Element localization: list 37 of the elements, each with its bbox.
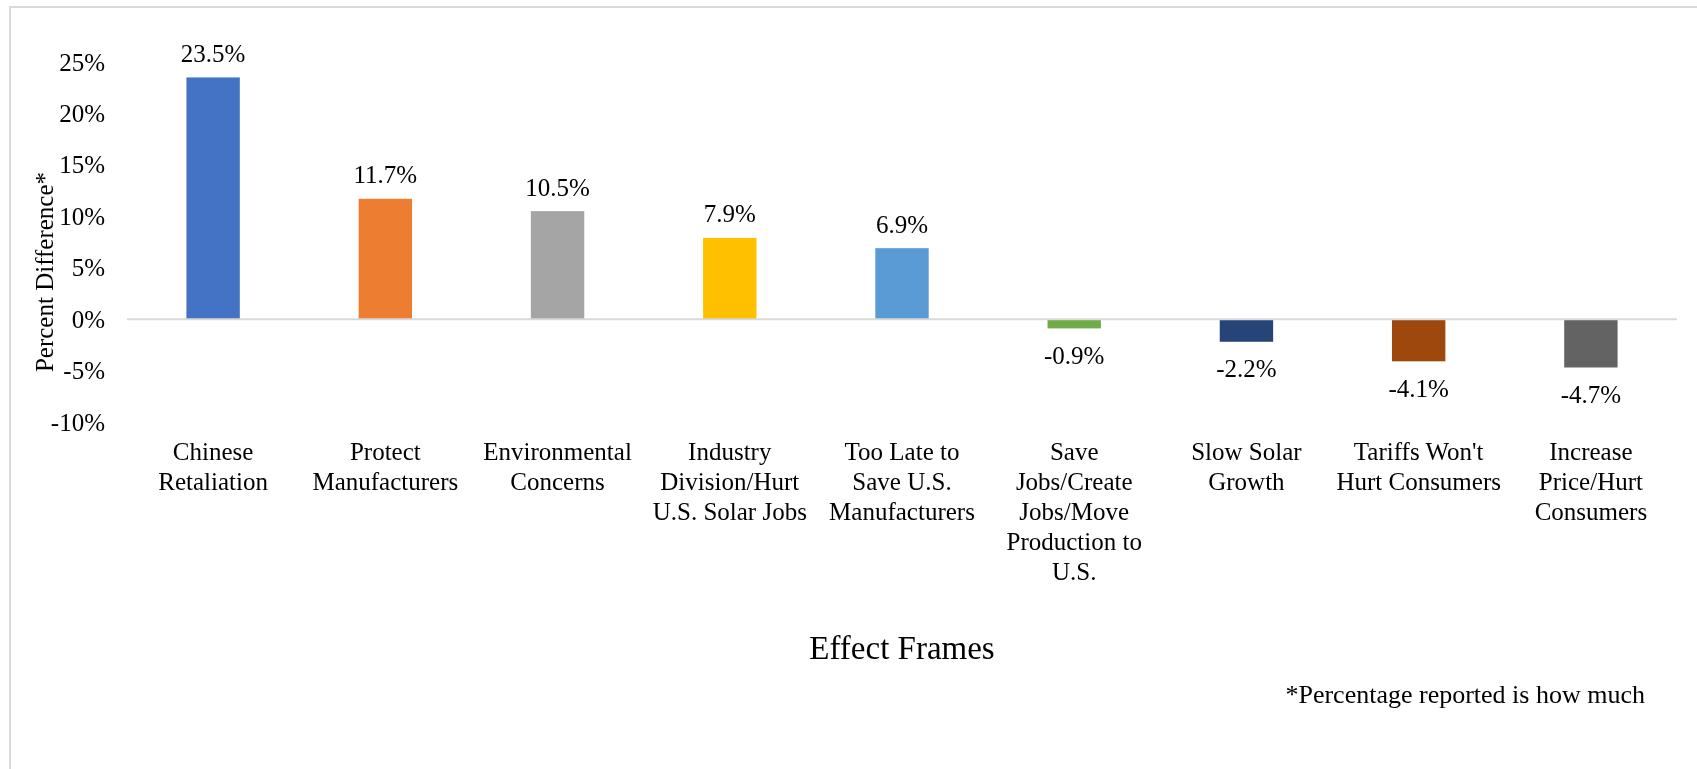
- x-tick-label: Tariffs Won't Hurt Consumers: [1336, 437, 1501, 495]
- y-tick-label: 0%: [71, 305, 105, 333]
- bar: [1219, 319, 1274, 342]
- bar: [1564, 319, 1618, 368]
- y-tick-label: -10%: [50, 408, 105, 436]
- bar: [530, 211, 585, 320]
- data-label: 7.9%: [703, 200, 756, 228]
- bar: [1391, 319, 1446, 362]
- data-label: 23.5%: [180, 39, 246, 67]
- x-tick-label: Protect Manufacturers: [312, 437, 459, 495]
- y-tick-label: 15%: [59, 151, 105, 179]
- x-tick-label: Industry Division/Hurt U.S. Solar Jobs: [652, 437, 807, 525]
- data-label: 11.7%: [353, 161, 418, 189]
- x-axis-title: Effect Frames: [809, 630, 995, 666]
- bar: [703, 237, 757, 320]
- x-tick-label: Increase Price/Hurt Consumers: [1534, 437, 1648, 525]
- x-tick-label: Environmental Concerns: [483, 437, 632, 495]
- y-tick-label: -5%: [63, 357, 105, 385]
- x-tick-label: Chinese Retaliation: [158, 437, 269, 495]
- text: *Percentage reported is how much: [1285, 679, 1645, 709]
- y-tick-label: 25%: [59, 48, 105, 76]
- data-label: -4.7%: [1560, 380, 1622, 408]
- y-tick-label: 20%: [59, 99, 105, 127]
- data-label: -2.2%: [1216, 355, 1277, 383]
- x-tick-label: Slow Solar Growth: [1191, 437, 1303, 495]
- y-tick-label: 5%: [71, 254, 105, 282]
- bar: [358, 198, 413, 320]
- data-label: 10.5%: [525, 173, 590, 201]
- y-tick-label: 10%: [59, 202, 105, 230]
- x-tick-label: Too Late to Save U.S. Manufacturers: [829, 437, 975, 525]
- bar: [875, 248, 929, 320]
- y-axis-title: Percent Difference*: [30, 171, 58, 373]
- bar: [186, 77, 240, 320]
- data-label: 6.9%: [875, 210, 929, 238]
- data-label: -0.9%: [1044, 341, 1105, 369]
- x-tick-label: Save Jobs/Create Jobs/Move Production to U.S.: [1006, 437, 1142, 585]
- data-label: -4.1%: [1388, 374, 1449, 402]
